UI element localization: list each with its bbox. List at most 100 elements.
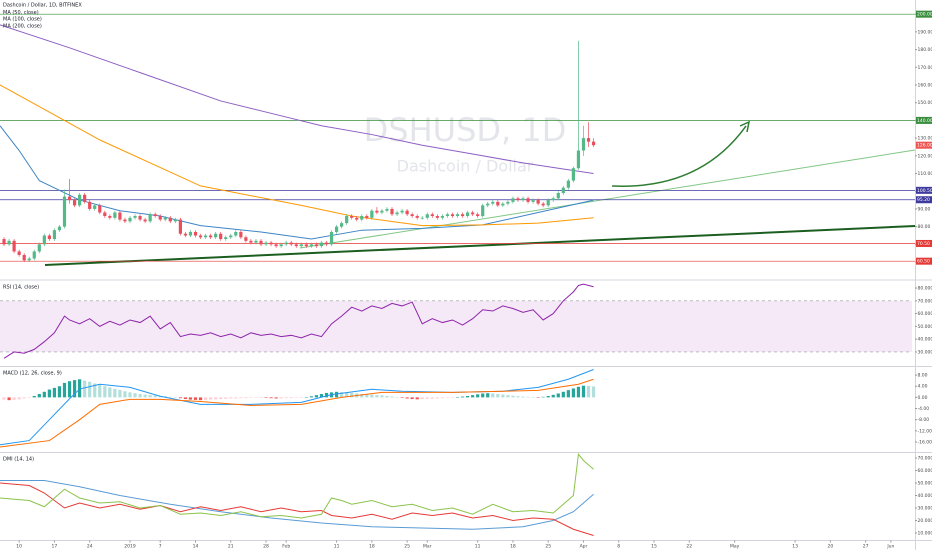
candle-body — [62, 196, 67, 227]
y-tick-label: 20.0000 — [918, 518, 932, 524]
histogram-bar — [198, 397, 203, 401]
histogram-bar — [561, 391, 565, 398]
y-tick-label: 180.00 — [918, 47, 932, 53]
candle-body — [289, 242, 293, 245]
arrow-curve — [611, 125, 747, 187]
histogram-bar — [203, 397, 208, 400]
candle-body — [571, 168, 576, 181]
y-tick-label: -12.00 — [918, 428, 932, 434]
candle-body — [188, 231, 193, 236]
histogram-bar — [324, 392, 329, 398]
histogram-bar — [138, 394, 142, 398]
level-label: 100.50 — [917, 188, 932, 194]
candle-body — [143, 219, 147, 222]
candle-body — [193, 231, 198, 236]
candle-body — [198, 235, 203, 238]
histogram-bar — [72, 380, 77, 398]
candle-body — [450, 214, 455, 217]
histogram-bar — [173, 397, 177, 398]
histogram-bar — [425, 397, 429, 399]
histogram-bar — [168, 396, 172, 398]
candle-body — [83, 194, 87, 202]
candle-body — [455, 214, 460, 217]
candle-body — [360, 216, 364, 220]
histogram-bar — [501, 394, 505, 398]
histogram-bar — [113, 389, 117, 398]
y-tick-label: 90.00 — [918, 206, 931, 212]
histogram-bar — [405, 397, 409, 399]
level-box — [916, 257, 932, 265]
candle-body — [209, 235, 213, 238]
histogram-bar — [78, 379, 82, 398]
candle-body — [67, 196, 72, 201]
histogram-bar — [193, 397, 198, 400]
x-tick-label: 15 — [651, 544, 657, 550]
histogram-bar — [88, 381, 92, 398]
candle-body — [239, 231, 243, 238]
histogram-bar — [224, 397, 228, 399]
candle-body — [279, 244, 283, 247]
candle-body — [355, 217, 359, 220]
candle-body — [546, 200, 550, 206]
histogram-bar — [12, 397, 16, 400]
histogram-bar — [450, 397, 455, 398]
trend-line — [299, 149, 916, 249]
candle-body — [501, 203, 505, 206]
histogram-bar — [541, 396, 545, 398]
price-box — [916, 141, 932, 149]
candle-body — [234, 231, 238, 236]
histogram-bar — [491, 393, 495, 398]
candle-body — [72, 200, 77, 206]
y-tick-label: 170.00 — [918, 65, 932, 71]
histogram-bar — [370, 394, 374, 398]
histogram-bar — [375, 395, 379, 398]
x-tick-label: 11 — [334, 544, 340, 550]
candle-body — [299, 244, 303, 247]
candle-body — [380, 210, 384, 213]
indicator-line — [0, 378, 594, 448]
candle-body — [17, 251, 21, 255]
x-tick-label: Feb — [282, 544, 290, 550]
candle-body — [521, 198, 525, 201]
histogram-bar — [481, 393, 485, 398]
candle-body — [103, 212, 107, 217]
candle-body — [370, 210, 374, 218]
candle-body — [2, 239, 6, 245]
y-tick-label: 0.00 — [918, 395, 928, 401]
indicator-line — [3, 283, 594, 359]
candle-body — [37, 244, 41, 252]
x-tick-label: 27 — [863, 544, 869, 550]
candle-body — [586, 138, 591, 142]
level-label: 140.00 — [917, 118, 932, 124]
panel-title: MACD (12, 26, close, 9) — [3, 371, 62, 377]
candle-body — [430, 214, 434, 217]
histogram-bar — [108, 387, 112, 398]
level-label: 95.20 — [917, 197, 930, 203]
candle-body — [385, 208, 389, 211]
candle-body — [410, 214, 414, 217]
candle-body — [219, 233, 223, 240]
candle-body — [173, 219, 177, 222]
candle-body — [304, 244, 308, 247]
histogram-bar — [586, 385, 591, 398]
x-tick-label: 10 — [16, 544, 22, 550]
histogram-bar — [219, 397, 223, 400]
histogram-bar — [390, 396, 394, 398]
candle-body — [425, 214, 429, 218]
y-tick-label: 150.00 — [918, 100, 932, 106]
candle-body — [22, 254, 26, 261]
x-tick-label: Jun — [886, 544, 894, 550]
candle-body — [27, 258, 31, 261]
histogram-bar — [143, 394, 147, 398]
x-tick-label: 7 — [159, 544, 162, 550]
x-tick-label: 11 — [475, 544, 481, 550]
level-box — [916, 116, 932, 124]
histogram-bar — [319, 394, 324, 398]
histogram-bar — [435, 397, 439, 399]
histogram-bar — [420, 397, 424, 400]
candle-body — [440, 216, 444, 218]
y-tick-label: 60.0000 — [918, 468, 932, 474]
candle-body — [98, 205, 102, 213]
